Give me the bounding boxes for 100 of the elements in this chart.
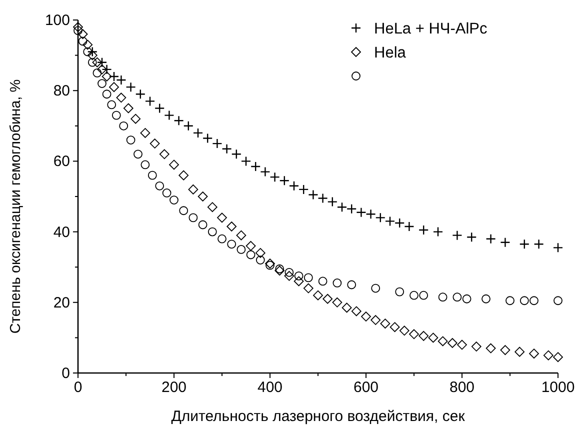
point: [260, 166, 270, 177]
y-tick-label: 100: [44, 12, 70, 29]
point: [112, 110, 121, 120]
point: [332, 278, 342, 288]
point: [332, 297, 342, 308]
point: [486, 234, 496, 244]
point: [399, 326, 410, 336]
point: [534, 239, 544, 250]
point: [246, 240, 256, 251]
point: [452, 230, 462, 240]
point: [144, 96, 156, 106]
point: [298, 184, 309, 195]
point: [303, 283, 314, 294]
point: [438, 292, 448, 302]
point: [87, 50, 98, 60]
point: [410, 290, 418, 300]
point: [226, 222, 237, 232]
point: [318, 193, 328, 204]
point: [313, 290, 323, 300]
point: [514, 346, 525, 357]
point: [88, 58, 97, 67]
point: [318, 276, 328, 286]
point: [198, 220, 208, 230]
point: [134, 150, 142, 159]
point: [466, 232, 477, 242]
point: [553, 352, 563, 362]
point: [154, 103, 165, 114]
point: [92, 68, 102, 78]
point: [336, 202, 348, 212]
point: [140, 128, 150, 138]
point: [92, 57, 102, 68]
point: [126, 136, 136, 144]
point: [109, 82, 119, 92]
point: [107, 100, 116, 110]
point: [554, 296, 562, 306]
point: [148, 170, 157, 180]
x-tick-label: 200: [161, 379, 187, 396]
point: [270, 172, 280, 182]
point: [192, 128, 204, 138]
point: [275, 264, 284, 274]
y-tick-label: 40: [53, 224, 70, 241]
x-tick-label: 0: [74, 379, 82, 396]
point: [308, 190, 318, 200]
point: [231, 149, 242, 160]
point: [212, 138, 222, 149]
point: [236, 245, 246, 254]
point: [119, 121, 128, 130]
point: [284, 270, 294, 281]
point: [97, 64, 107, 74]
point: [462, 294, 472, 304]
point: [102, 90, 112, 99]
x-axis-title: Длительность лазерного воздействия, сек: [171, 408, 466, 425]
point: [432, 226, 444, 237]
point: [140, 160, 150, 170]
y-axis-title: Степень оксигенации гемоглобина, %: [8, 79, 24, 334]
point: [150, 138, 160, 148]
point: [294, 276, 304, 286]
point: [371, 284, 380, 293]
point: [155, 181, 164, 190]
point: [188, 184, 198, 194]
point: [471, 342, 482, 352]
point: [250, 161, 261, 172]
point: [183, 120, 194, 131]
point: [322, 294, 333, 304]
point: [418, 330, 429, 341]
point: [294, 271, 304, 280]
point: [217, 212, 227, 223]
point: [102, 72, 112, 82]
x-tick-label: 1000: [541, 379, 575, 396]
point: [188, 213, 198, 222]
point: [327, 196, 338, 207]
point: [482, 294, 490, 304]
point: [240, 156, 252, 166]
point: [73, 22, 83, 32]
point: [288, 180, 300, 192]
point: [457, 340, 467, 350]
point: [279, 176, 290, 186]
point: [178, 170, 189, 180]
point: [87, 46, 98, 57]
point: [346, 204, 357, 214]
point: [170, 196, 178, 204]
point: [274, 266, 285, 276]
point: [174, 116, 184, 126]
point: [384, 216, 396, 226]
point: [419, 290, 428, 300]
point: [342, 302, 352, 313]
y-tick-label: 20: [53, 294, 70, 312]
point: [135, 89, 146, 100]
point: [418, 224, 429, 236]
point: [198, 192, 208, 202]
point: [98, 79, 106, 88]
point: [236, 230, 246, 240]
point: [500, 237, 510, 248]
point: [552, 242, 564, 253]
point: [370, 315, 381, 325]
point: [159, 149, 170, 160]
point: [78, 36, 88, 46]
point: [162, 188, 172, 198]
y-tick-label: 60: [53, 153, 70, 170]
point: [208, 227, 217, 236]
